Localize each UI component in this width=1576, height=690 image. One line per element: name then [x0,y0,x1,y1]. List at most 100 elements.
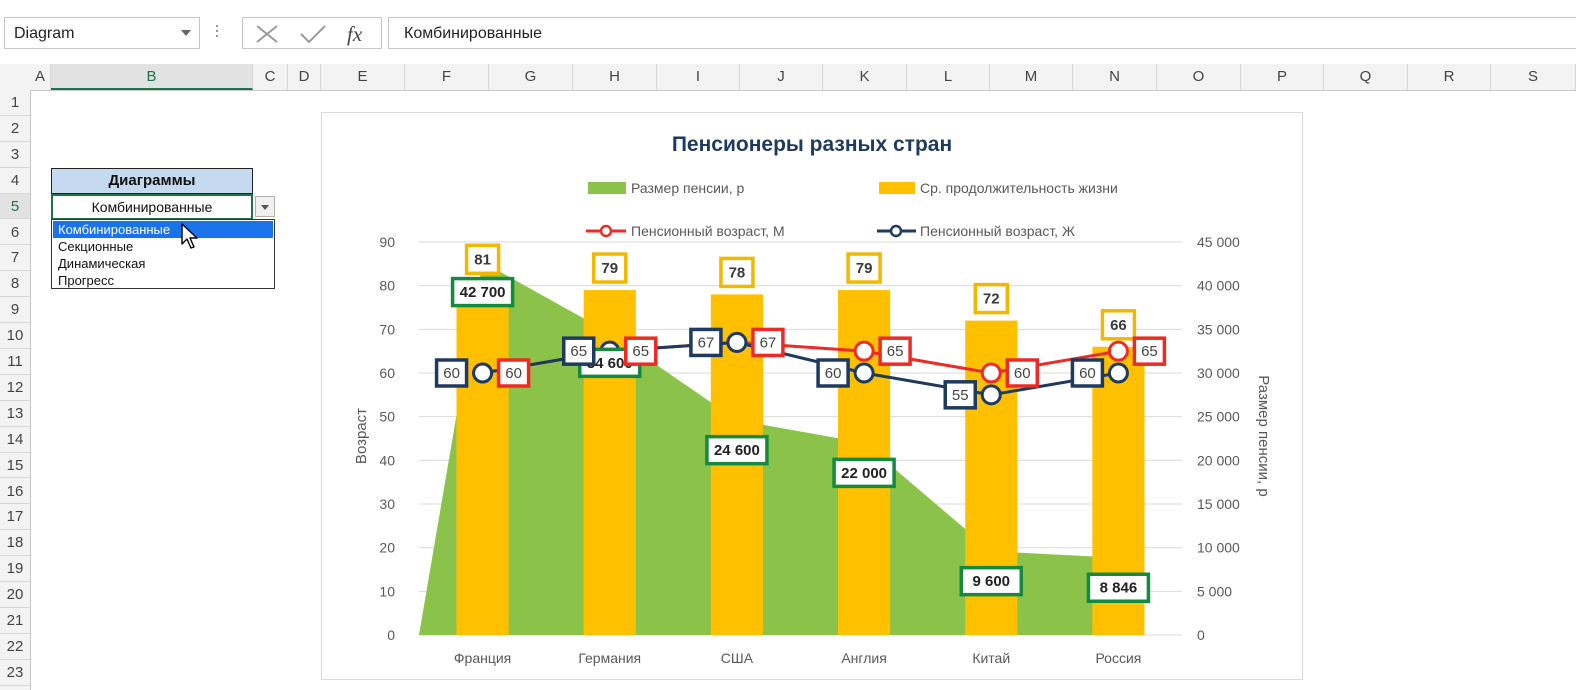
dropdown-button[interactable] [255,196,275,217]
row-header[interactable]: 12 [0,375,30,401]
formula-input[interactable]: Комбинированные [388,17,1576,49]
y-tick-label: 0 [387,627,395,643]
area-data-label: 42 700 [460,284,506,301]
more-options-icon[interactable] [216,25,220,40]
line-m-data-label-box [1132,336,1167,366]
close-icon[interactable] [256,25,278,43]
column-header[interactable]: P [1241,64,1324,90]
line-f-data-label: 60 [1079,365,1096,382]
legend: Размер пенсии, р Ср. продолжительность ж… [586,180,1118,239]
line-marker [1107,362,1129,384]
y-tick-label: 20 [379,540,395,556]
row-header[interactable]: 1 [0,90,30,116]
combo-chart[interactable]: Пенсионеры разных стран Размер пенсии, р… [321,112,1303,680]
column-header[interactable]: L [907,64,990,90]
column-header[interactable]: C [253,64,288,90]
dropdown-option[interactable]: Динамическая [58,256,146,271]
y2-tick-label: 40 000 [1197,278,1240,294]
area-data-label-box [450,276,515,308]
y-tick-label: 50 [379,409,395,425]
x-tick-label: Россия [1095,650,1141,666]
row-header[interactable]: 4 [0,168,30,194]
column-header[interactable]: D [288,64,321,90]
row-header[interactable]: 21 [0,608,30,634]
row-header[interactable]: 7 [0,245,30,272]
row-header[interactable]: 13 [0,401,30,427]
column-header[interactable]: G [489,64,573,90]
area-data-label-box [832,457,896,489]
area-data-label: 9 600 [972,573,1010,590]
row-header[interactable]: 2 [0,116,30,142]
column-header[interactable]: S [1491,64,1576,90]
line-f-data-label-box [689,327,723,358]
legend-label: Пенсионный возраст, Ж [920,223,1075,239]
y2-axis-title: Размер пенсии, р [1255,375,1272,496]
column-header[interactable]: N [1073,64,1157,90]
legend-marker [599,224,613,238]
area-data-label-box [705,434,769,466]
column-header[interactable]: O [1157,64,1241,90]
column-header[interactable]: K [823,64,907,90]
row-header[interactable]: 9 [0,297,30,324]
line-m-data-label: 65 [1141,343,1158,360]
line-marker [726,331,748,353]
row-header[interactable]: 18 [0,530,30,557]
row-header[interactable]: 11 [0,349,30,375]
dropdown-list[interactable]: Комбинированные Секционные Динамическая … [51,219,275,289]
column-header[interactable]: I [657,64,740,90]
x-tick-label: Германия [578,650,641,666]
check-icon[interactable] [300,25,326,44]
chevron-down-icon [261,205,269,210]
column-header[interactable]: J [740,64,823,90]
bar-data-label: 81 [474,251,491,268]
line-m-data-label: 60 [1014,365,1031,382]
column-header[interactable]: A [30,64,51,90]
y2-tick-label: 25 000 [1197,409,1240,425]
column-header[interactable]: H [573,64,657,90]
x-tick-label: Франция [454,650,511,666]
column-header[interactable]: Q [1324,64,1408,90]
chevron-down-icon[interactable] [181,30,191,36]
y-tick-label: 80 [379,278,395,294]
row-header[interactable]: 8 [0,271,30,298]
line-f-data-label: 60 [825,365,842,382]
bar-data-label: 78 [729,264,746,281]
line-f-data-label-box [1070,358,1105,388]
column-header[interactable]: B [51,64,253,90]
row-header[interactable]: 16 [0,479,30,505]
row-header[interactable]: 10 [0,323,30,349]
row-header[interactable]: 3 [0,142,30,168]
column-header[interactable]: R [1408,64,1491,90]
row-header[interactable]: 5 [0,193,30,220]
combobox-selected-cell[interactable]: Комбинированные [51,194,253,220]
bar-data-label: 79 [856,260,873,277]
dropdown-option[interactable]: Комбинированные [53,221,273,238]
row-header[interactable]: 20 [0,582,30,608]
row-header[interactable]: 14 [0,427,30,453]
column-header[interactable]: E [321,64,405,90]
legend-swatch-bar [879,182,915,194]
column-header[interactable]: M [990,64,1073,90]
row-header[interactable]: 17 [0,504,30,531]
dropdown-option[interactable]: Секционные [58,239,134,254]
area-data-label: 34 600 [587,355,633,372]
axes: 0 0 10 5 000 20 10 000 30 15 000 40 20 000 50 25 00… [379,234,1240,666]
dropdown-option[interactable]: Прогресс [58,273,115,288]
y2-tick-label: 30 000 [1197,365,1240,381]
y2-tick-label: 35 000 [1197,321,1240,337]
formula-buttons: fx [242,17,382,49]
formula-value: Комбинированные [404,25,542,42]
column-header[interactable]: F [405,64,489,90]
row-header[interactable]: 19 [0,556,30,583]
row-header[interactable]: 6 [0,220,30,246]
y-tick-label: 60 [379,365,395,381]
function-icon[interactable]: fx [347,22,363,46]
area-data-label: 8 846 [1100,580,1138,597]
row-header[interactable]: 22 [0,634,30,660]
row-header[interactable]: 23 [0,660,30,686]
row-header[interactable]: 15 [0,453,30,479]
line-m-data-label: 60 [505,365,522,382]
data-labels: 81 79 78 79 72 66 42 700 34 600 24 600 22 000 9 60… [434,243,1167,603]
name-box[interactable]: Diagram [4,17,200,49]
